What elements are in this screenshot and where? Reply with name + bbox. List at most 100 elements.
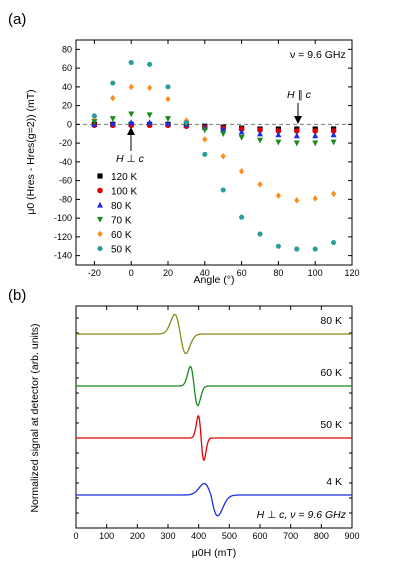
data-point (275, 243, 282, 249)
panel-b-condition-annotation: H ⊥ c, ν = 9.6 GHz (257, 509, 347, 521)
series-50k (91, 60, 337, 252)
curve-label: 50 K (320, 419, 342, 431)
y-tick-label: 40 (62, 82, 72, 92)
spectrum-line-60k (76, 365, 352, 407)
data-point (257, 130, 263, 137)
y-tick-label: -60 (59, 176, 72, 186)
data-point (257, 127, 263, 133)
data-point (312, 140, 319, 147)
data-point (91, 113, 98, 119)
x-tick-label: 20 (163, 268, 173, 278)
panel-b-y-ticks (76, 317, 352, 514)
panel-a-frame (75, 39, 353, 266)
legend-marker (97, 230, 103, 238)
data-point (91, 118, 98, 125)
data-point (109, 116, 116, 122)
y-tick-label: -80 (59, 194, 72, 204)
panel-a-data-points (91, 60, 337, 252)
x-tick-label: 800 (314, 531, 329, 541)
data-point (165, 120, 171, 127)
data-point (275, 192, 281, 199)
panel-b-frame (75, 305, 353, 529)
data-point (293, 132, 300, 139)
legend-label: 80 K (111, 201, 132, 212)
legend-marker (97, 173, 103, 179)
data-point (275, 131, 282, 138)
data-point (238, 128, 245, 135)
x-tick-label: 200 (130, 531, 145, 541)
panel-b-label: (b) (8, 287, 26, 304)
x-tick-label: 400 (191, 531, 206, 541)
data-point (312, 132, 319, 139)
legend-label: 50 K (111, 244, 132, 255)
data-point (201, 127, 208, 134)
data-point (146, 112, 153, 119)
legend-label: 100 K (111, 186, 137, 197)
data-point (146, 119, 153, 126)
panel-b-curve-labels: 4 K 50 K 60 K 80 K (320, 315, 342, 488)
legend-label: 60 K (111, 230, 132, 241)
y-tick-label: -20 (59, 138, 72, 148)
spectrum-line-4k (76, 482, 352, 517)
panel-b-x-ticks: 0 100 200 300 400 500 600 700 800 900 (73, 306, 360, 541)
data-point (202, 136, 208, 143)
data-point (275, 128, 282, 134)
x-tick-label: 60 (237, 268, 247, 278)
data-point (257, 231, 263, 237)
perpendicular-annotation: H ⊥ c (116, 153, 145, 165)
y-tick-label: 80 (62, 44, 72, 54)
data-point (257, 137, 263, 144)
data-point (128, 111, 135, 118)
data-point (331, 190, 337, 197)
y-tick-label: -100 (54, 213, 72, 223)
panel-a-y-axis-title: μ0 (Hres - Hres(g=2)) (mT) (25, 89, 37, 214)
data-point (165, 116, 171, 122)
data-point (312, 195, 318, 202)
x-tick-label: 500 (222, 531, 237, 541)
data-point (312, 246, 318, 252)
series-80k (91, 119, 337, 139)
y-tick-label: 20 (62, 101, 72, 111)
panel-b-x-axis-title: μ0H (mT) (192, 547, 237, 559)
panel-b-spectra (76, 313, 352, 517)
y-tick-label: -140 (54, 251, 72, 261)
x-tick-label: 0 (129, 268, 134, 278)
legend-marker (97, 216, 103, 223)
x-tick-label: 40 (200, 268, 210, 278)
data-point (165, 95, 171, 103)
data-point (110, 80, 116, 86)
data-point (202, 151, 208, 157)
legend-marker (97, 187, 103, 194)
data-point (330, 139, 337, 146)
data-point (165, 84, 171, 90)
data-point (220, 153, 226, 160)
x-tick-label: 700 (283, 531, 298, 541)
data-point (109, 120, 116, 127)
frequency-annotation: ν = 9.6 GHz (290, 49, 346, 61)
data-point (294, 197, 300, 204)
x-tick-label: 900 (344, 531, 359, 541)
data-point (238, 134, 245, 141)
x-tick-label: 100 (308, 268, 323, 278)
data-point (128, 83, 134, 91)
data-point (312, 128, 319, 134)
x-tick-label: 80 (273, 268, 283, 278)
legend-marker (97, 201, 103, 208)
spectrum-line-80k (76, 313, 352, 355)
data-point (128, 119, 135, 126)
data-point (220, 131, 227, 137)
legend-marker (97, 246, 103, 251)
x-tick-label: 120 (344, 268, 359, 278)
curve-label: 4 K (326, 476, 342, 488)
data-point (238, 214, 245, 220)
x-tick-label: 0 (73, 531, 78, 541)
panel-a-legend: 120 K 100 K 80 K 70 K 60 K 50 K (97, 172, 137, 255)
panel-a-y-ticks: -140 -120 -100 -80 -60 -40 -20 0 20 40 60 80 (54, 44, 352, 261)
data-point (110, 94, 116, 102)
perpendicular-arrow (127, 127, 135, 151)
panel-b-y-axis-title: Normalized signal at detector (arb. unit… (29, 323, 41, 512)
y-tick-label: 0 (67, 119, 72, 129)
panel-a-label: (a) (8, 11, 26, 28)
data-point (330, 131, 337, 138)
